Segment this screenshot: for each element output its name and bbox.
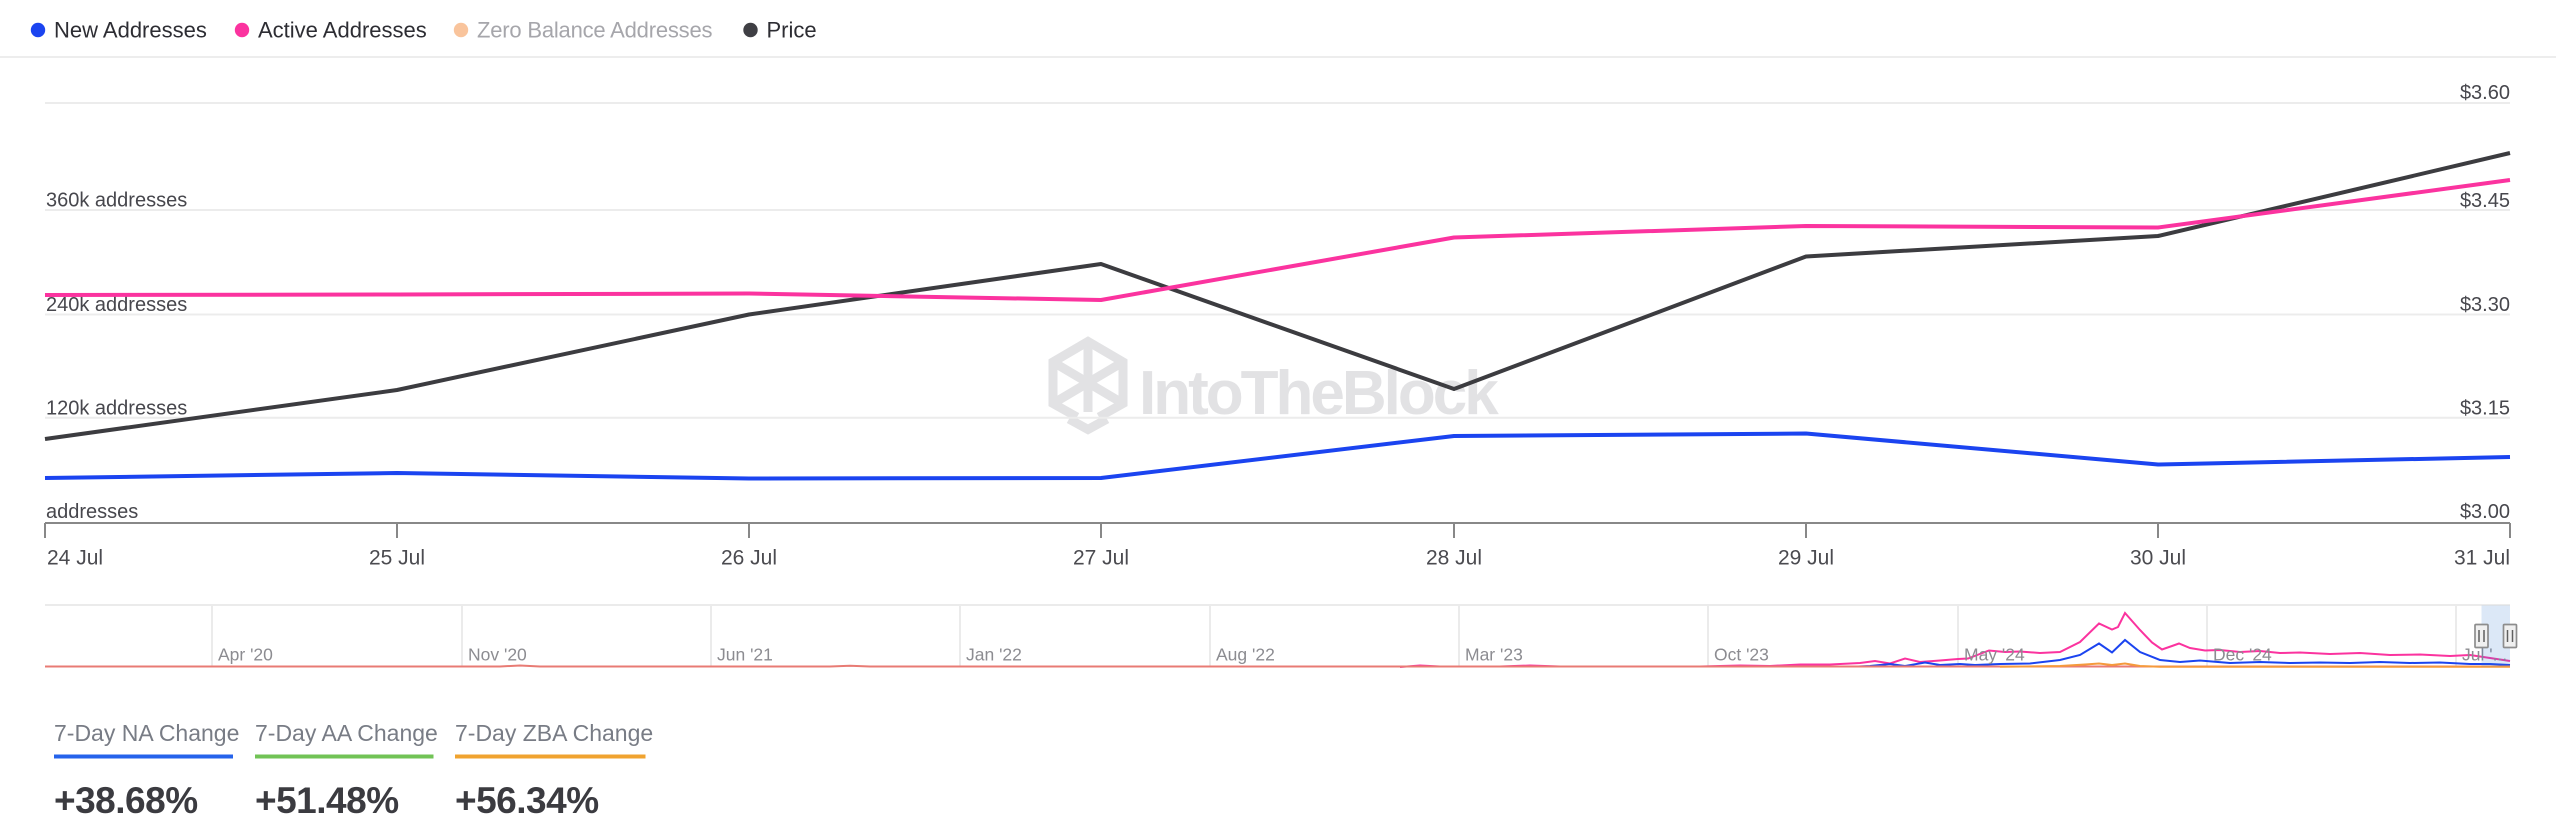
svg-text:New Addresses: New Addresses: [54, 18, 207, 43]
svg-text:7-Day ZBA Change: 7-Day ZBA Change: [455, 720, 653, 746]
svg-text:May '24: May '24: [1964, 645, 2025, 665]
svg-text:Active Addresses: Active Addresses: [258, 18, 427, 43]
svg-text:Nov '20: Nov '20: [468, 645, 527, 665]
svg-text:$3.15: $3.15: [2460, 398, 2510, 420]
svg-text:Oct '23: Oct '23: [1714, 645, 1769, 665]
svg-text:Aug '22: Aug '22: [1216, 645, 1275, 665]
svg-text:addresses: addresses: [46, 501, 138, 523]
svg-text:7-Day AA Change: 7-Day AA Change: [255, 720, 438, 746]
svg-text:Price: Price: [767, 18, 817, 43]
svg-text:+38.68%: +38.68%: [54, 780, 198, 821]
svg-text:24 Jul: 24 Jul: [47, 547, 103, 570]
svg-text:26 Jul: 26 Jul: [721, 547, 777, 570]
svg-text:Jun '21: Jun '21: [717, 645, 773, 665]
svg-text:28 Jul: 28 Jul: [1426, 547, 1482, 570]
svg-text:$3.60: $3.60: [2460, 82, 2510, 104]
svg-text:31 Jul: 31 Jul: [2454, 547, 2510, 570]
svg-text:Dec '24: Dec '24: [2213, 645, 2272, 665]
svg-text:$3.45: $3.45: [2460, 190, 2510, 212]
svg-text:$3.00: $3.00: [2460, 501, 2510, 523]
svg-text:$3.30: $3.30: [2460, 294, 2510, 316]
svg-text:Jan '22: Jan '22: [966, 645, 1022, 665]
svg-text:30 Jul: 30 Jul: [2130, 547, 2186, 570]
svg-text:Mar '23: Mar '23: [1465, 645, 1523, 665]
svg-text:IntoTheBlock: IntoTheBlock: [1139, 359, 1499, 428]
svg-text:7-Day NA Change: 7-Day NA Change: [54, 720, 239, 746]
svg-text:240k addresses: 240k addresses: [46, 294, 187, 316]
svg-text:+51.48%: +51.48%: [255, 780, 399, 821]
svg-text:Zero Balance Addresses: Zero Balance Addresses: [477, 18, 712, 43]
svg-text:120k addresses: 120k addresses: [46, 398, 187, 420]
svg-text:Jul '...: Jul '...: [2462, 645, 2507, 665]
svg-text:Apr '20: Apr '20: [218, 645, 273, 665]
svg-text:29 Jul: 29 Jul: [1778, 547, 1834, 570]
svg-text:27 Jul: 27 Jul: [1073, 547, 1129, 570]
svg-text:25 Jul: 25 Jul: [369, 547, 425, 570]
svg-text:+56.34%: +56.34%: [455, 780, 599, 821]
svg-text:360k addresses: 360k addresses: [46, 190, 187, 212]
